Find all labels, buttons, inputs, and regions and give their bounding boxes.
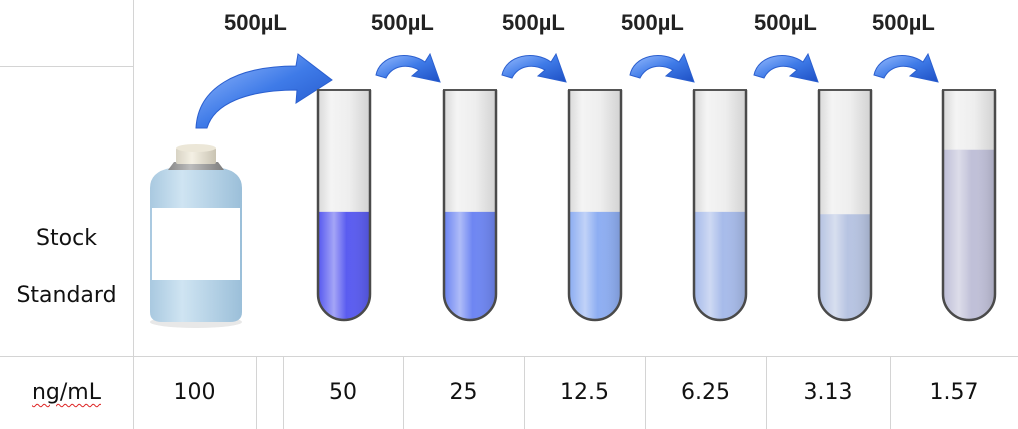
test-tube-5 [817, 89, 873, 322]
stock-bottle [150, 144, 242, 328]
grid-hline-bottom [0, 356, 1018, 357]
test-tube-3 [567, 89, 623, 322]
grid-vline-5 [645, 356, 646, 429]
tube-rim [567, 90, 623, 322]
volume-label-6: 500µL [872, 10, 935, 35]
tube-concentration-5: 3.13 [803, 380, 853, 405]
unit-label: ng/mL [0, 356, 133, 429]
tube-liquid-shine [570, 211, 620, 319]
test-tube-2 [442, 89, 498, 322]
transfer-arrow-6 [873, 52, 939, 83]
volume-label-1: 500µL [224, 10, 287, 35]
tube-liquid-shine [445, 211, 495, 319]
test-tubes [316, 89, 997, 322]
tube-liquid-shine [944, 149, 994, 319]
unit-label-text: ng/mL [31, 380, 101, 405]
tube-rim [442, 90, 498, 322]
tube-rim [316, 90, 372, 322]
tube-rim [941, 90, 997, 322]
tube-rim [817, 90, 873, 322]
grid-vline-4 [524, 356, 525, 429]
tube-concentration-3: 12.5 [560, 380, 609, 405]
grid-vline-7 [890, 356, 891, 429]
transfer-arrow-2 [375, 52, 441, 83]
standard-label: Standard [16, 283, 117, 308]
tube-concentration-6: 1.57 [929, 380, 979, 405]
transfer-arrow-3 [501, 52, 567, 83]
dilution-illustration [150, 52, 997, 328]
volume-label-5: 500µL [754, 10, 817, 35]
tube-concentration-1: 50 [329, 380, 357, 405]
grid-vline-1 [256, 356, 257, 429]
tube-concentration-4: 6.25 [681, 380, 730, 405]
grid-vline-label [133, 0, 134, 429]
grid-vline-6 [766, 356, 767, 429]
tube-rim [692, 90, 748, 322]
stock-concentration: 100 [173, 380, 216, 405]
volume-label-2: 500µL [371, 10, 434, 35]
stock-label: Stock [36, 226, 97, 251]
tube-liquid-shine [820, 214, 870, 319]
tube-concentration-2: 25 [449, 380, 478, 405]
transfer-arrows [375, 52, 939, 83]
test-tube-6 [941, 89, 997, 322]
test-tube-4 [692, 89, 748, 322]
test-tube-1 [316, 89, 372, 322]
grid-vline-2 [283, 356, 284, 429]
transfer-arrow-4 [629, 52, 695, 83]
volume-label-4: 500µL [621, 10, 684, 35]
grid-vline-3 [403, 356, 404, 429]
tube-liquid-shine [695, 211, 745, 319]
transfer-arrow-5 [753, 52, 819, 83]
volume-label-3: 500µL [502, 10, 565, 35]
transfer-arrow-big [195, 53, 333, 129]
tube-liquid-shine [319, 211, 369, 319]
grid-hline-top [0, 66, 133, 67]
